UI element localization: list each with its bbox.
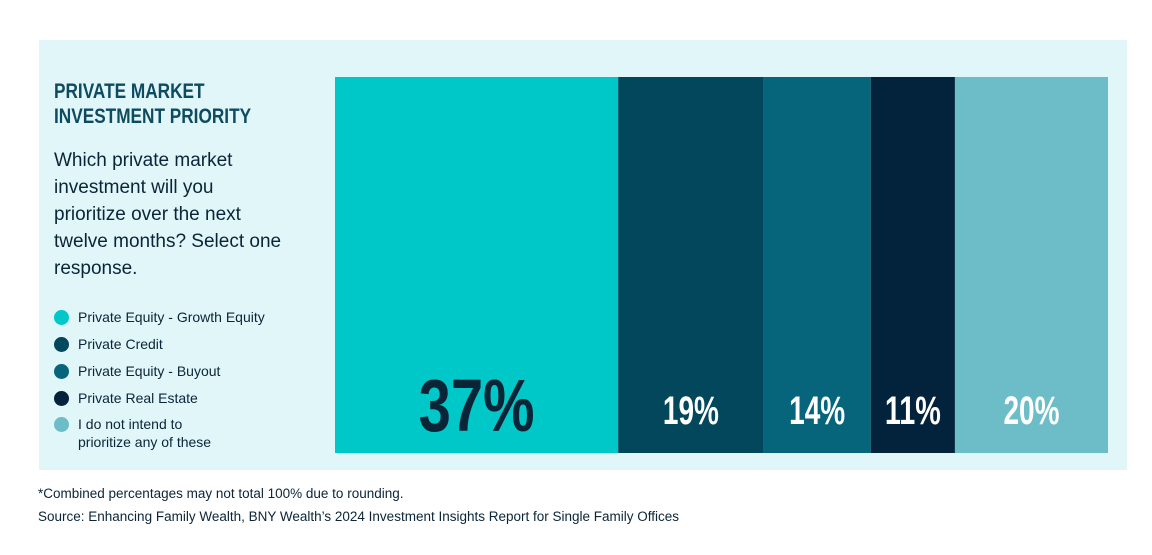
legend-item: Private Real Estate [54,389,288,407]
bar-value-label: 14% [789,389,845,433]
legend-item: Private Credit [54,335,288,353]
legend-item: I do not intend to prioritize any of thes… [54,415,288,451]
footnote-rounding: *Combined percentages may not total 100%… [38,486,404,501]
chart-title-line: PRIVATE MARKET [54,80,205,103]
survey-question: Which private market investment will you… [54,150,282,279]
legend-swatch [54,391,69,406]
legend-label: Private Real Estate [78,390,198,406]
stacked-bar-chart: 37% 19% 14% 11% 20% [335,77,1108,453]
footnote-source: Source: Enhancing Family Wealth, BNY Wea… [38,509,680,524]
bar-value-label: 11% [885,389,941,433]
bar-segment [763,77,871,453]
legend-swatch [54,310,69,325]
legend-item: Private Equity - Growth Equity [54,308,288,326]
bar-segment [618,77,764,453]
legend-label: prioritize any of these [78,434,212,450]
legend-label: I do not intend to [78,416,183,432]
bar-segment [870,77,955,453]
legend-label: Private Equity - Buyout [78,363,221,379]
legend: Private Equity - Growth Equity Private Cr… [54,308,288,451]
chart-svg: 37% 19% 14% 11% 20% [335,77,1108,453]
chart-title-line: INVESTMENT PRIORITY [54,105,252,128]
legend-swatch [54,417,69,432]
bar-segment [335,77,619,453]
bar-value-label: 20% [1003,389,1059,433]
legend-item: Private Equity - Buyout [54,362,288,380]
legend-swatch [54,337,69,352]
bar-value-label: 19% [663,389,719,433]
legend-label: Private Credit [78,336,163,352]
legend-swatch [54,364,69,379]
legend-label: Private Equity - Growth Equity [78,309,265,325]
bar-segment [954,77,1108,453]
chart-title: PRIVATE MARKET INVESTMENT PRIORITY [54,79,267,129]
bar-value-label: 37% [419,364,535,447]
